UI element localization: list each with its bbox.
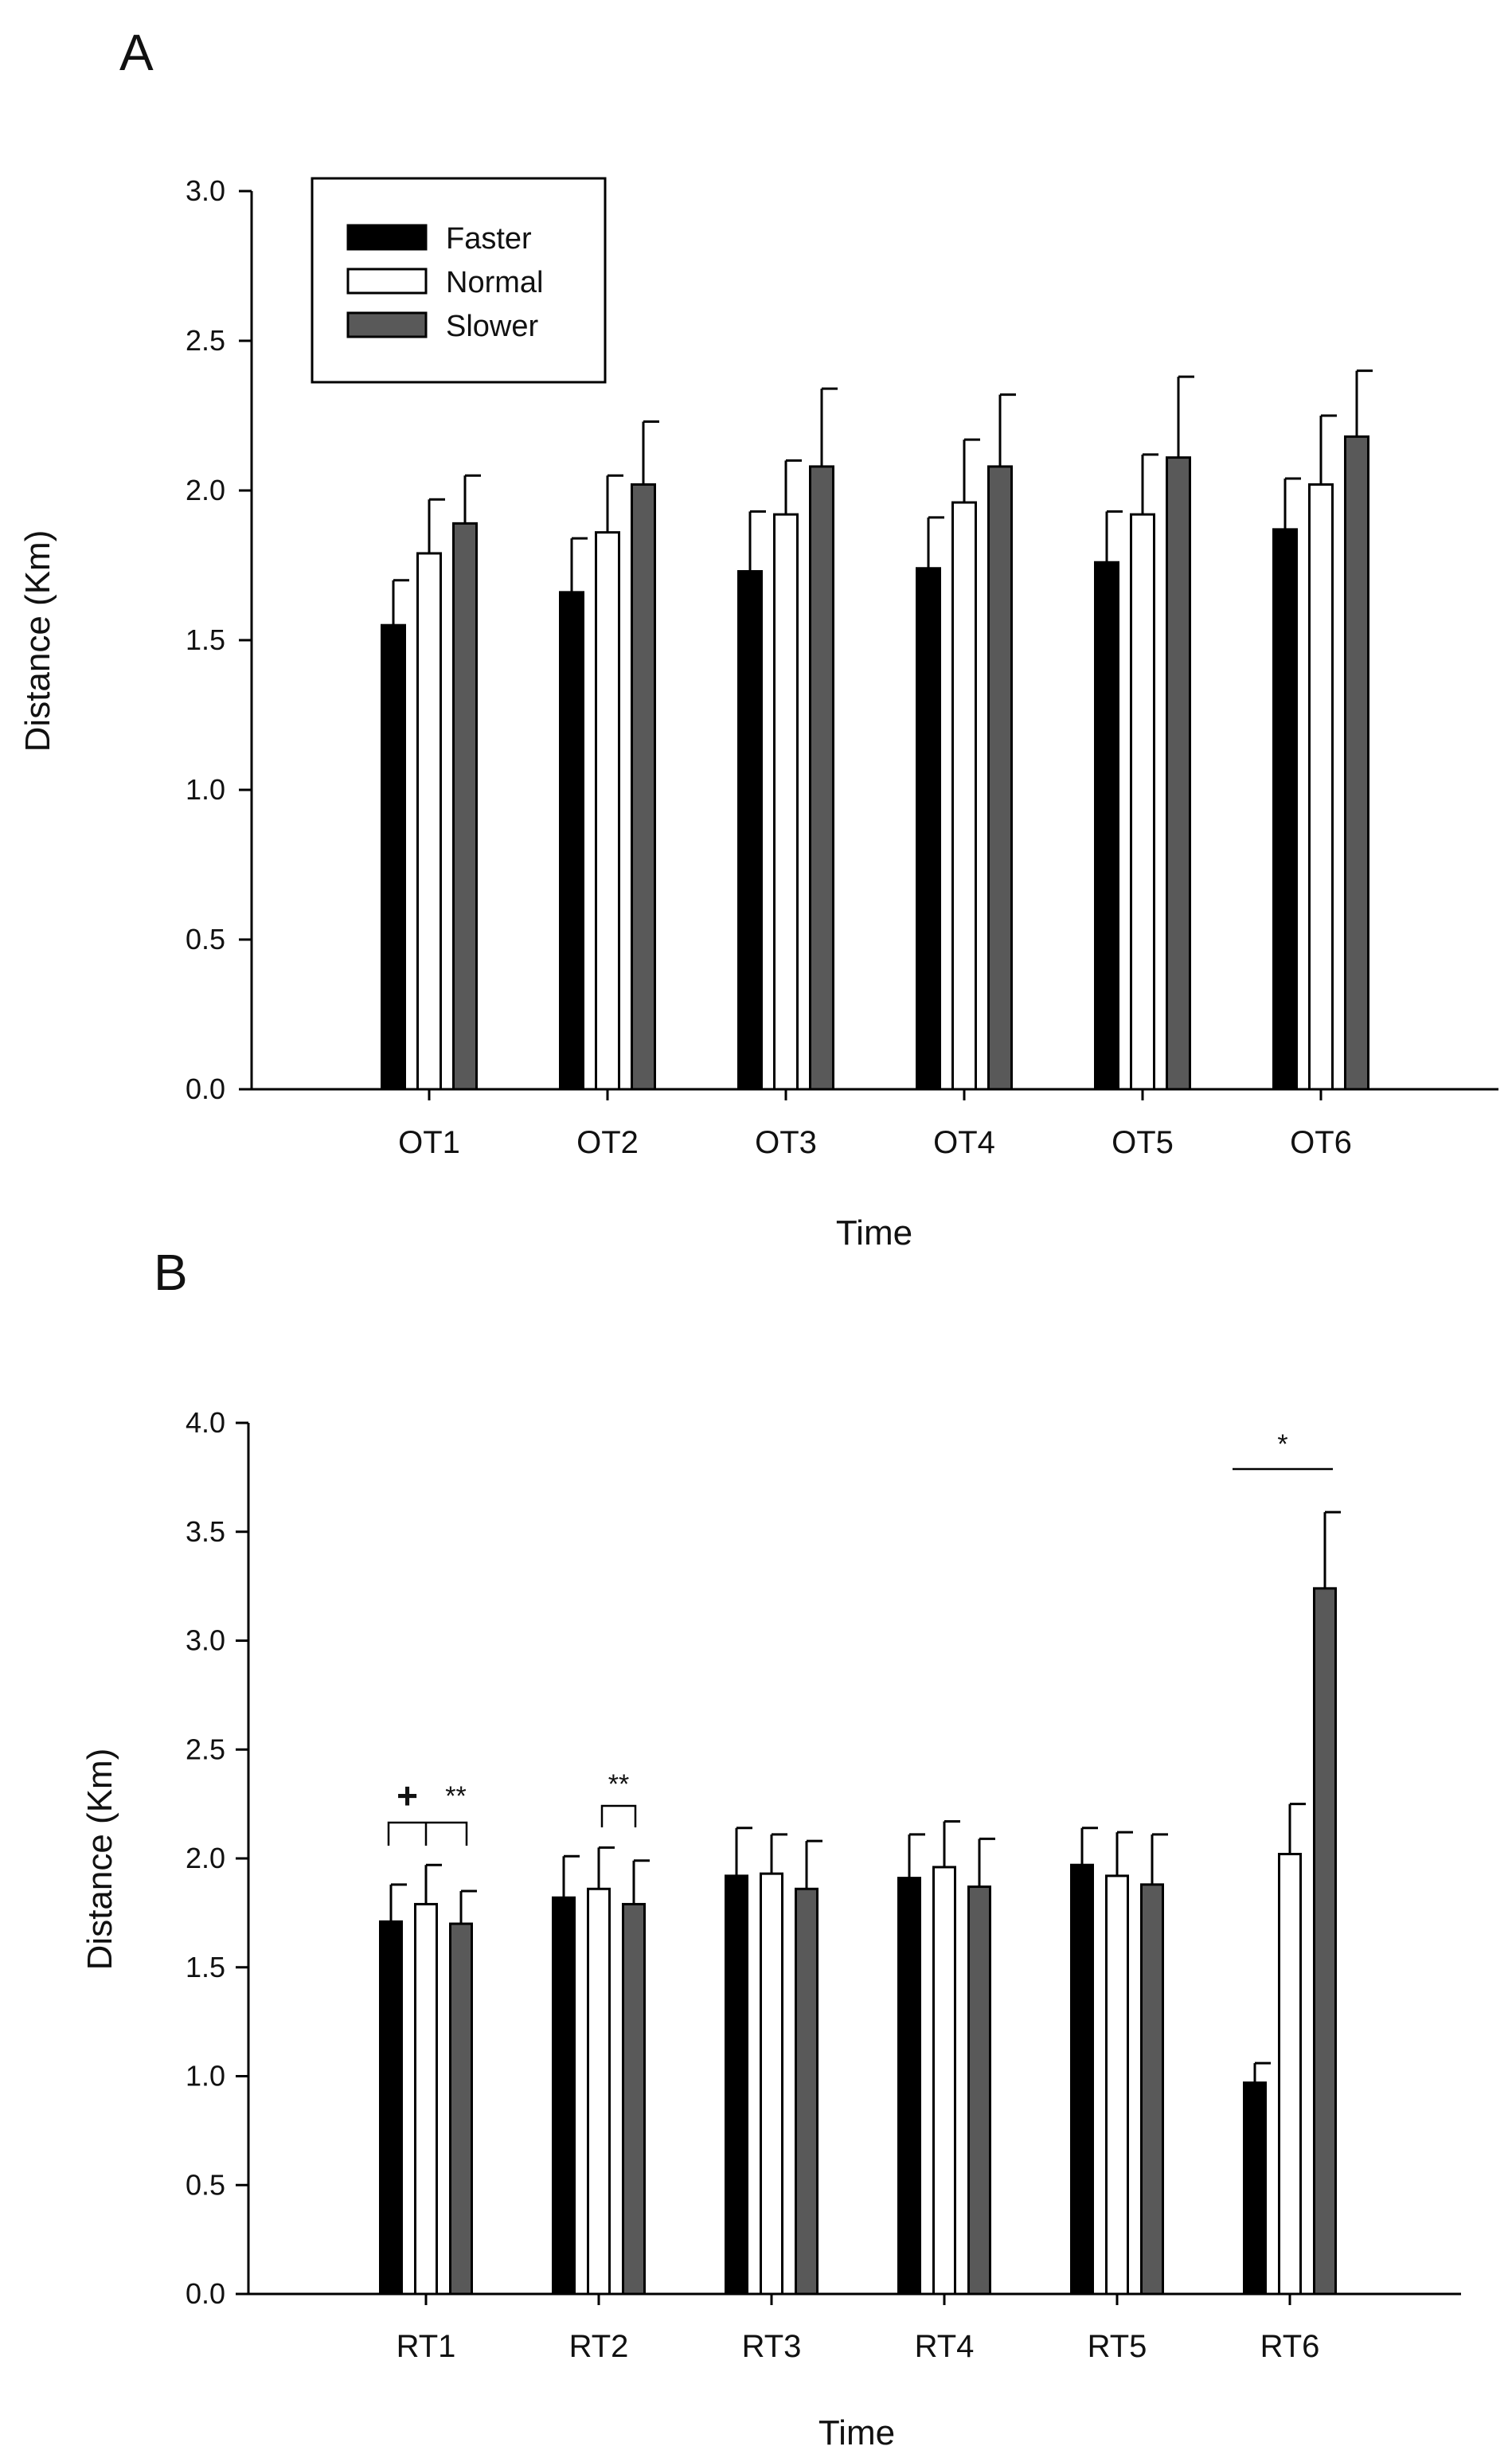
panel-b-bar-normal [1105,1874,1129,2296]
panel-a-y-axis-title: Distance (Km) [18,530,57,752]
panel-b-bar-slower [795,1887,819,2296]
panel-a-bar-faster [916,567,941,1091]
panel-b-bar-faster [1243,2081,1267,2296]
panel-a-bar-normal [595,531,620,1091]
panel-b-y-tick-label: 3.0 [186,1624,225,1657]
panel-a-y-tick-label: 1.5 [186,623,225,656]
panel-a-label: A [119,24,154,81]
panel-a-plot-area: 0.0 0.5 1.0 1.5 2.0 2.5 3.0 OT1 OT2 OT3 OT4 OT5 OT6 [186,174,1498,1160]
panel-a-y-tick-label: 3.0 [186,174,225,207]
panel-b-bar-normal [760,1872,783,2296]
significance-mark-plus-rt1: + [397,1775,418,1816]
panel-a-bar-faster [1094,561,1119,1091]
panel-a-y-tick-label: 2.5 [186,324,225,357]
panel-b-y-tick-label: 0.5 [186,2168,225,2201]
panel-a-x-tick-label: OT3 [755,1125,817,1160]
legend-label-faster: Faster [446,222,532,256]
panel-b-bar-slower [622,1902,646,2296]
legend-label-normal: Normal [446,266,543,299]
panel-a-x-tick-label: OT6 [1290,1125,1352,1160]
panel-b-y-tick-label: 1.0 [186,2060,225,2093]
panel-b-bar-faster [552,1896,576,2296]
panel-a-bar-normal [1130,513,1155,1091]
panel-a-x-axis-title: Time [836,1213,912,1252]
legend-swatch-faster [346,224,428,251]
panel-b-bar-slower [1313,1587,1337,2296]
legend-swatch-slower [346,311,428,338]
panel-a-bar-slower [1166,456,1191,1091]
panel-b-bar-faster [1070,1863,1094,2296]
panel-b-bar-faster [379,1920,403,2296]
panel-b-x-axis-title: Time [819,2413,895,2452]
panel-b-x-tick-label: RT5 [1088,2329,1147,2364]
panel-a-bar-slower [809,465,834,1091]
panel-b-y-tick-label: 1.5 [186,1951,225,1983]
panel-b-bar-normal [932,1866,956,2296]
significance-bracket-rt2 [600,1804,637,1827]
panel-b-bar-faster [725,1874,748,2296]
panel-b-bar-slower [449,1922,473,2296]
panel-b-plot-area: 0.0 0.5 1.0 1.5 2.0 2.5 3.0 3.5 4.0 RT1 RT2 RT3 RT4 R… [186,1406,1461,2364]
significance-bracket-rt1 [387,1821,468,1846]
panel-a-bar-faster [559,591,584,1091]
panel-a-x-tick-label: OT1 [398,1125,460,1160]
panel-a-x-tick-label: OT4 [933,1125,995,1160]
panel-b-x-tick-label: RT6 [1260,2329,1320,2364]
panel-a-bar-faster [737,570,763,1091]
panel-b-bar-normal [587,1887,611,2296]
panel-b-x-tick-label: RT3 [742,2329,802,2364]
panel-b-y-tick-label: 4.0 [186,1406,225,1439]
panel-b-y-axis-title: Distance (Km) [80,1749,119,1971]
panel-b-bar-slower [967,1885,991,2296]
panel-a-bar-faster [381,623,406,1091]
panel-b-bar-faster [897,1877,921,2296]
significance-mark-rt2: ** [608,1769,629,1799]
panel-b-bar-normal [414,1902,438,2296]
panel-b-y-tick-label: 3.5 [186,1515,225,1548]
panel-a-y-tick-label: 0.5 [186,923,225,955]
panel-b-bar-slower [1140,1883,1164,2296]
panel-a-bar-faster [1272,528,1298,1091]
panel-b-y-tick-label: 2.5 [186,1733,225,1765]
panel-a: A Distance (Km) Time 0.0 0.5 1.0 1.5 2.0 2.5 3… [18,24,1498,1252]
panel-a-x-tick-label: OT5 [1112,1125,1174,1160]
panel-a-bar-normal [1308,483,1334,1091]
panel-b-y-tick-label: 2.0 [186,1842,225,1874]
panel-b-bar-normal [1278,1853,1302,2296]
panel-a-bar-slower [987,465,1013,1091]
panel-a-bar-normal [773,513,799,1091]
panel-a-legend: Faster Normal Slower [311,177,607,384]
panel-a-y-tick-label: 1.0 [186,773,225,806]
panel-b-significance-annotations: + ** *** [387,1429,1333,1846]
panel-a-y-tick-label: 0.0 [186,1073,225,1105]
panel-b: B Distance (Km) Time 0.0 0.5 1.0 1.5 2.0 2.5 3… [80,1244,1461,2452]
panel-a-bar-slower [1344,435,1369,1091]
panel-a-x-tick-label: OT2 [576,1125,639,1160]
panel-a-bar-slower [452,522,478,1091]
panel-b-x-tick-label: RT1 [397,2329,456,2364]
legend-swatch-normal [346,268,428,295]
legend-label-slower: Slower [446,310,538,343]
panel-b-label: B [154,1244,188,1301]
significance-mark-rt6: * [1277,1429,1287,1460]
panel-a-bar-slower [631,483,656,1091]
significance-mark-rt1: ** [445,1781,466,1811]
panel-a-bar-normal [951,501,977,1091]
panel-a-y-tick-label: 2.0 [186,474,225,506]
panel-b-y-tick-label: 0.0 [186,2277,225,2310]
panel-b-x-tick-label: RT4 [915,2329,975,2364]
panel-b-x-tick-label: RT2 [569,2329,629,2364]
panel-a-bar-normal [416,552,442,1091]
